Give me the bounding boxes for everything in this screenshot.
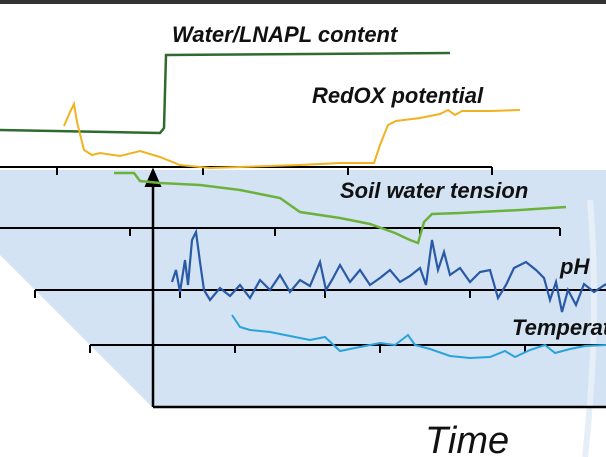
time-label: Time	[425, 420, 509, 457]
edge-decoration	[582, 199, 597, 457]
ph-curve	[170, 228, 606, 313]
label: pH	[559, 254, 590, 279]
label: Water/LNAPL content	[172, 22, 399, 47]
label: Temperature	[512, 315, 606, 340]
redox-curve	[63, 100, 521, 170]
top-strip	[0, 0, 606, 4]
time-plane	[0, 170, 606, 407]
label: RedOX potential	[312, 83, 484, 108]
water-curve	[0, 51, 451, 135]
soil-curve	[114, 171, 567, 245]
label: Soil water tension	[340, 178, 528, 203]
temperature-curve	[231, 314, 606, 360]
